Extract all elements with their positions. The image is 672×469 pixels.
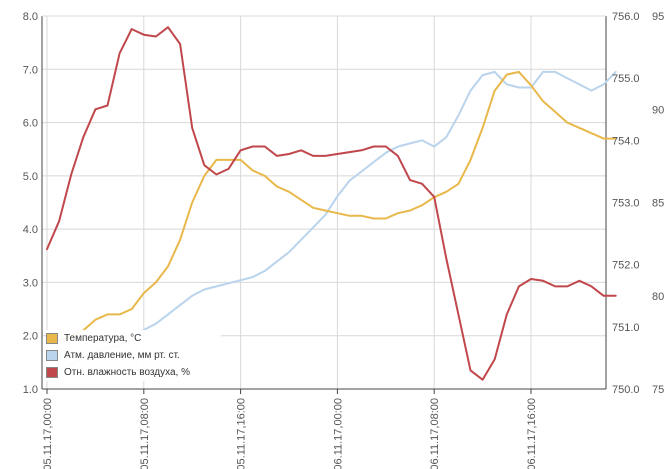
right-pressure-tick-label: 751.0 xyxy=(612,322,640,334)
grid-lines xyxy=(42,15,606,390)
x-axis-ticks: 05.11.17,00:00 05.11.17,08:00 05.11.17,16:… xyxy=(42,398,538,469)
right-humidity-tick-label: 90 xyxy=(652,104,664,116)
right-pressure-tick-label: 750.0 xyxy=(612,384,640,396)
x-tick-label: 06.11.17,00:00 xyxy=(332,398,344,469)
left-tick-label: 1.0 xyxy=(23,384,38,396)
legend-item-humidity[interactable]: Отн. влажность воздуха, % xyxy=(46,364,221,381)
right-pressure-tick-label: 756.0 xyxy=(612,11,640,23)
left-tick-label: 7.0 xyxy=(23,64,38,76)
left-tick-label: 5.0 xyxy=(23,171,38,183)
right-pressure-tick-label: 752.0 xyxy=(612,260,640,272)
right-humidity-tick-label: 85 xyxy=(652,198,664,210)
x-tick-label: 06.11.17,08:00 xyxy=(429,398,441,469)
legend-item-temperature[interactable]: Температура, °C xyxy=(46,330,221,347)
right-humidity-tick-label: 75 xyxy=(652,384,664,396)
left-tick-label: 2.0 xyxy=(23,331,38,343)
left-axis-ticks: 1.0 2.0 3.0 4.0 5.0 6.0 7.0 8.0 xyxy=(23,11,38,396)
right-humidity-tick-label: 95 xyxy=(652,11,664,23)
x-tick-label: 05.11.17,08:00 xyxy=(139,398,151,469)
legend-swatch-humidity xyxy=(46,367,58,378)
plot-frame xyxy=(41,15,607,394)
right-pressure-tick-label: 754.0 xyxy=(612,135,640,147)
left-tick-label: 3.0 xyxy=(23,277,38,289)
x-tick-label: 05.11.17,00:00 xyxy=(42,398,54,469)
legend-label-humidity: Отн. влажность воздуха, % xyxy=(64,367,191,378)
x-tick-label: 06.11.17,16:00 xyxy=(526,398,538,469)
legend-swatch-pressure xyxy=(46,350,58,361)
x-tick-label: 05.11.17,16:00 xyxy=(236,398,248,469)
legend-label-temperature: Температура, °C xyxy=(64,333,142,344)
right-pressure-tick-label: 753.0 xyxy=(612,198,640,210)
right-humidity-tick-label: 80 xyxy=(652,291,664,303)
right-axis-humidity-ticks: 75 80 85 90 95 xyxy=(652,11,664,396)
right-pressure-tick-label: 755.0 xyxy=(612,73,640,85)
legend-swatch-temperature xyxy=(46,333,58,344)
left-tick-label: 6.0 xyxy=(23,118,38,130)
legend-item-pressure[interactable]: Атм. давление, мм рт. ст. xyxy=(46,347,221,364)
left-tick-label: 4.0 xyxy=(23,224,38,236)
humidity-line xyxy=(46,26,617,381)
temperature-line xyxy=(46,70,617,342)
chart-legend: Температура, °C Атм. давление, мм рт. ст… xyxy=(46,330,221,381)
series-lines xyxy=(46,26,617,381)
legend-label-pressure: Атм. давление, мм рт. ст. xyxy=(64,350,180,361)
right-axis-pressure-ticks: 750.0 751.0 752.0 753.0 754.0 755.0 756.0 xyxy=(612,11,640,396)
left-tick-label: 8.0 xyxy=(23,11,38,23)
